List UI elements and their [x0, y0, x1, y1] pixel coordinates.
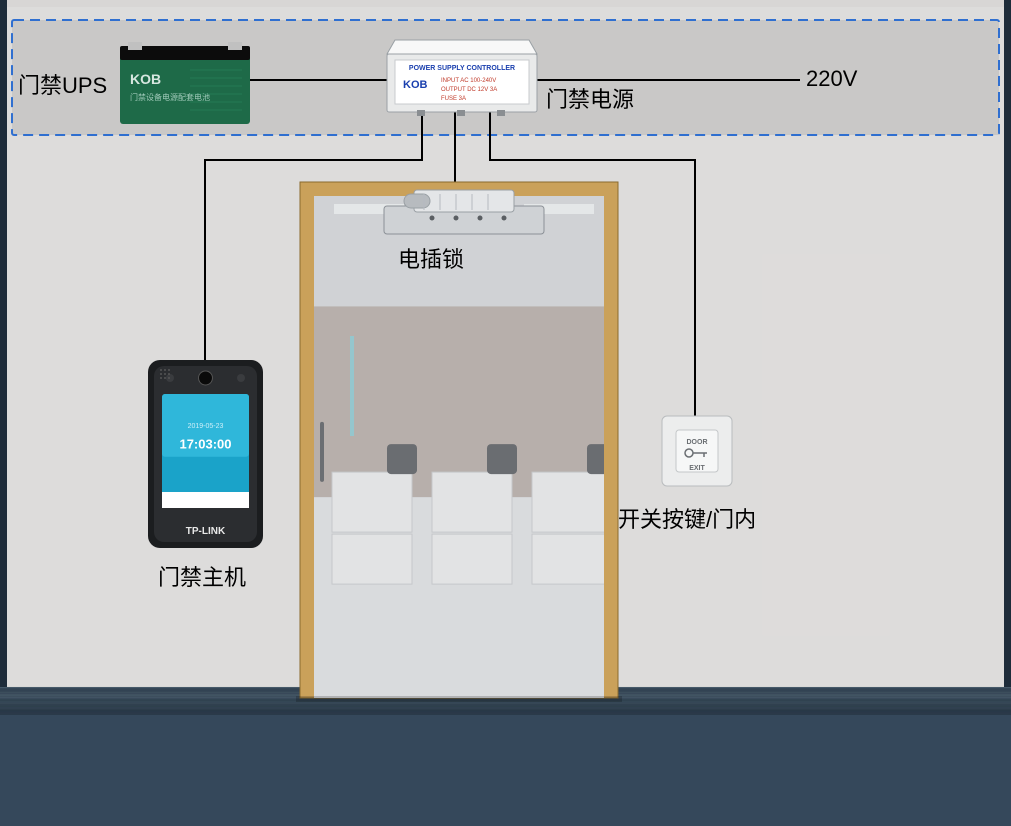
- psu-title: POWER SUPPLY CONTROLLER: [409, 65, 515, 72]
- host-time: 17:03:00: [179, 437, 231, 452]
- camera-icon: [199, 371, 213, 385]
- diagram-svg: KOB门禁设备电源配套电池POWER SUPPLY CONTROLLERKOBI…: [0, 0, 1011, 826]
- svg-text:INPUT AC 100-240V: INPUT AC 100-240V: [441, 78, 496, 84]
- label-lock: 电插锁: [398, 242, 464, 274]
- svg-text:DOOR: DOOR: [687, 439, 708, 446]
- psu-brand: KOB: [403, 79, 428, 91]
- label-ups: 门禁UPS: [18, 68, 107, 100]
- label-host: 门禁主机: [158, 560, 246, 592]
- psu-top: [387, 40, 537, 54]
- label-psu: 门禁电源: [546, 82, 634, 114]
- svg-text:OUTPUT DC 12V 3A: OUTPUT DC 12V 3A: [441, 87, 497, 93]
- host-brand: TP-LINK: [186, 526, 226, 537]
- label-220v: 220V: [806, 66, 857, 92]
- host-date: 2019-05-23: [188, 423, 224, 430]
- diagram-stage: KOB门禁设备电源配套电池POWER SUPPLY CONTROLLERKOBI…: [0, 0, 1011, 826]
- svg-text:FUSE 3A: FUSE 3A: [441, 96, 466, 102]
- label-exit: 开关按键/门内: [618, 502, 756, 534]
- svg-text:EXIT: EXIT: [689, 465, 705, 472]
- ups-body: [120, 56, 250, 124]
- ups-brand: KOB: [130, 71, 161, 87]
